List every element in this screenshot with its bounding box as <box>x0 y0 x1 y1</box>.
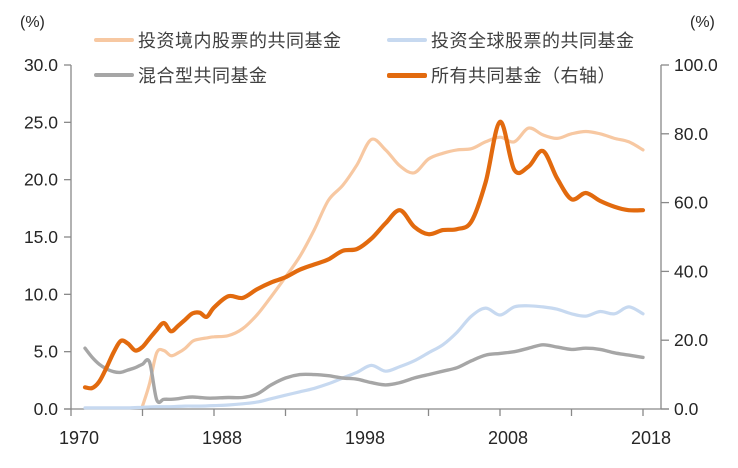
series-line-domestic-equity-funds <box>140 126 645 409</box>
right-axis-tick-label: 60.0 <box>674 193 708 213</box>
x-axis-tick-label: 2008 <box>488 428 528 448</box>
left-axis-tick-label: 15.0 <box>24 227 58 247</box>
right-axis-tick-label: 0.0 <box>674 399 699 419</box>
legend-label-domestic-equity-funds: 投资境内股票的共同基金 <box>138 31 342 51</box>
x-axis-tick-label: 1998 <box>345 428 385 448</box>
left-axis-tick-label: 5.0 <box>34 342 59 362</box>
right-axis-tick-label: 80.0 <box>674 124 708 144</box>
left-axis-tick-label: 10.0 <box>24 284 58 304</box>
legend-label-all-mutual-funds: 所有共同基金（右轴） <box>431 66 616 86</box>
left-axis-unit-label: (%) <box>20 14 45 31</box>
x-axis-tick-label: 1970 <box>59 428 99 448</box>
legend-swatch-hybrid-funds <box>94 73 134 77</box>
series-line-all-mutual-funds-right-axis <box>82 119 646 391</box>
left-axis-tick-label: 30.0 <box>24 55 58 75</box>
legend-label-hybrid-funds: 混合型共同基金 <box>138 66 268 86</box>
legend-item-hybrid-funds: 混合型共同基金 <box>94 64 268 86</box>
series-line-global-equity-funds <box>83 304 645 410</box>
x-axis-tick-label: 2018 <box>631 428 671 448</box>
right-axis-unit-label: (%) <box>690 14 715 31</box>
legend-swatch-all-mutual-funds <box>387 72 427 78</box>
legend-label-global-equity-funds: 投资全球股票的共同基金 <box>431 31 635 51</box>
legend-item-all-mutual-funds: 所有共同基金（右轴） <box>387 64 616 86</box>
right-axis-tick-label: 100.0 <box>674 55 718 75</box>
right-axis-tick-label: 40.0 <box>674 261 708 281</box>
legend-swatch-global-equity-funds <box>387 38 427 42</box>
left-axis-tick-label: 20.0 <box>24 170 58 190</box>
series-line-hybrid-funds <box>83 343 645 405</box>
legend-item-global-equity-funds: 投资全球股票的共同基金 <box>387 29 635 51</box>
x-axis-tick-label: 1988 <box>202 428 242 448</box>
legend-item-domestic-equity-funds: 投资境内股票的共同基金 <box>94 29 342 51</box>
legend-swatch-domestic-equity-funds <box>94 38 134 42</box>
right-axis-tick-label: 20.0 <box>674 330 708 350</box>
left-axis-tick-label: 25.0 <box>24 112 58 132</box>
left-axis-tick-label: 0.0 <box>34 399 59 419</box>
